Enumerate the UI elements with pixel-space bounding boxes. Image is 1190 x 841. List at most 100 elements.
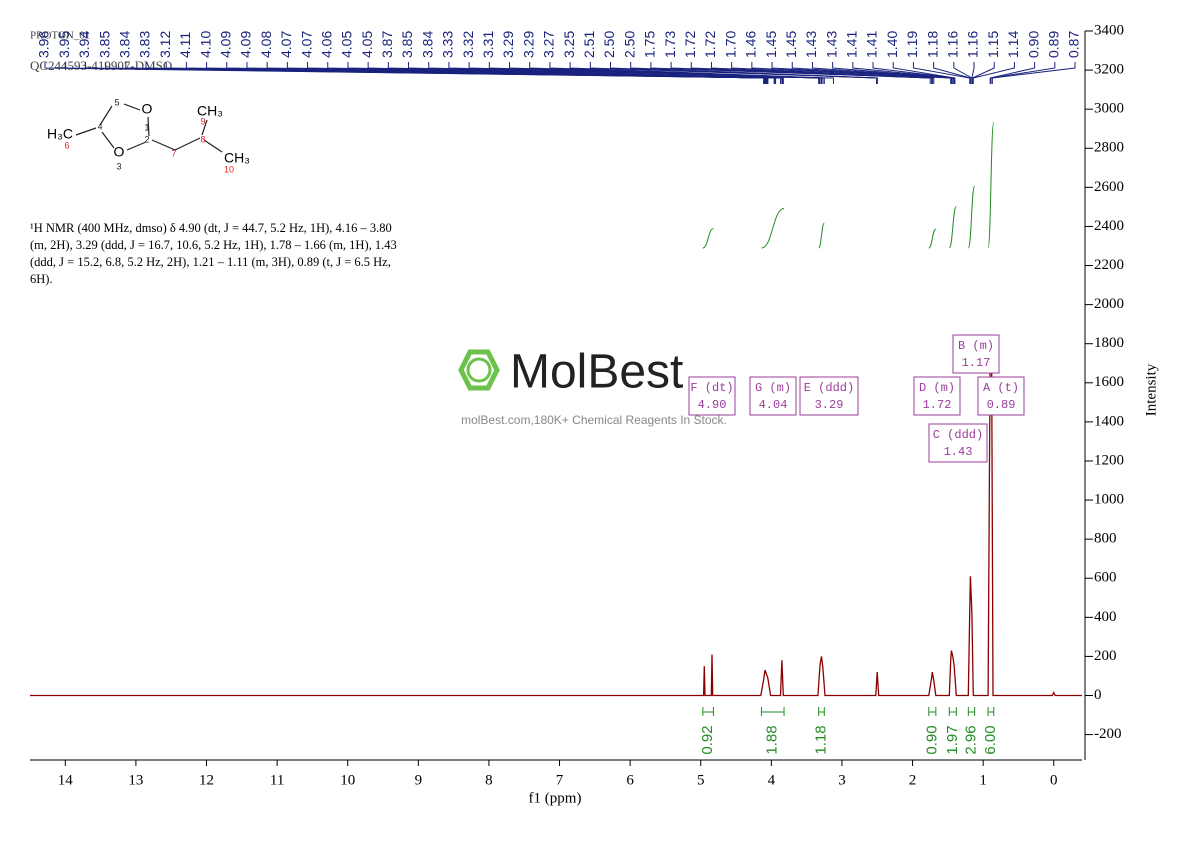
peak-label: 1.43: [823, 31, 839, 58]
peak-label: 4.09: [238, 31, 254, 58]
peak-label: 4.05: [359, 31, 375, 58]
atom-number: 1: [144, 122, 149, 132]
multiplet-shift: 1.72: [923, 398, 952, 412]
integral-curve: [818, 222, 825, 249]
peak-leader: [872, 62, 955, 84]
peak-leader: [989, 62, 1036, 84]
atom-number: 10: [224, 164, 234, 174]
y-tick-label: 0: [1094, 687, 1102, 703]
integral-bracket: [967, 707, 976, 716]
peak-label: 3.94: [76, 31, 92, 58]
integral-label: 6.00: [982, 725, 999, 754]
peak-label: 1.16: [965, 31, 981, 58]
integral-curve: [987, 121, 995, 249]
integral-label: 2.96: [962, 725, 979, 754]
y-tick-label: 1200: [1094, 452, 1124, 468]
peak-label: 1.73: [662, 31, 678, 58]
peak-leader: [832, 62, 954, 84]
peak-label: 4.07: [298, 31, 314, 58]
y-tick-label: 2000: [1094, 296, 1124, 312]
peak-label: 3.85: [96, 31, 112, 58]
integral-bracket: [987, 707, 995, 716]
peak-label: 4.11: [177, 32, 193, 58]
y-tick-label: 2800: [1094, 140, 1124, 156]
y-tick-label: 1800: [1094, 335, 1124, 351]
description-line: (ddd, J = 15.2, 6.8, 5.2 Hz, 2H), 1.21 –…: [30, 255, 391, 269]
peak-label: 4.06: [318, 31, 334, 58]
peak-label: 1.40: [884, 31, 900, 58]
peak-label: 3.84: [116, 31, 132, 58]
y-tick-label: 1600: [1094, 374, 1124, 390]
peak-leader: [710, 62, 933, 84]
multiplet-shift: 1.43: [944, 445, 973, 459]
watermark-tagline: molBest.com,180K+ Chemical Reagents In S…: [461, 413, 727, 427]
atom-number: 5: [114, 97, 119, 107]
atom-label: O: [114, 144, 125, 160]
multiplet-box: [952, 334, 1000, 374]
peak-label: 1.75: [642, 31, 658, 58]
y-tick-label: 3200: [1094, 62, 1124, 78]
atom-number: 9: [200, 116, 205, 126]
peak-label: 1.19: [904, 31, 920, 58]
multiplet-box: [977, 376, 1025, 416]
integral-label: 0.90: [923, 725, 940, 754]
multiplet-shift: 1.17: [962, 356, 991, 370]
x-tick-label: 5: [697, 772, 705, 788]
integral-bracket: [760, 707, 785, 716]
peak-label: 0.90: [1025, 31, 1041, 58]
multiplet-label: C (ddd): [933, 428, 983, 442]
atom-number: 7: [171, 148, 176, 158]
peak-leader: [569, 62, 825, 84]
peak-leader: [933, 62, 971, 84]
peak-label: 1.46: [743, 31, 759, 58]
peak-label: 1.45: [763, 31, 779, 58]
multiplet-label: B (m): [958, 339, 994, 353]
x-tick-label: 0: [1050, 772, 1058, 788]
integral-curve: [761, 208, 785, 249]
peak-leader: [971, 62, 975, 84]
atom-number: 4: [97, 121, 102, 131]
spectrum: [30, 343, 1082, 697]
integral-label: 1.18: [812, 725, 829, 754]
integral-bracket: [702, 707, 714, 716]
peak-leader: [630, 62, 878, 84]
peak-label: 1.15: [985, 31, 1001, 58]
multiplet-label: F (dt): [690, 381, 733, 395]
multiplet-shift: 3.29: [815, 398, 844, 412]
peak-label: 3.32: [460, 31, 476, 58]
peak-label: 1.72: [702, 31, 718, 58]
peak-leader: [990, 62, 1056, 84]
peak-label: 1.70: [722, 31, 738, 58]
x-tick-label: 3: [838, 772, 846, 788]
multiplet-box: [928, 423, 988, 463]
description-line: 6H).: [30, 272, 53, 286]
multiplet-label: D (m): [919, 381, 955, 395]
peak-label: 3.27: [541, 31, 557, 58]
multiplet-box: [688, 376, 736, 416]
peak-leader: [972, 62, 1015, 84]
multiplet-box: [749, 376, 797, 416]
peak-label: 0.87: [1066, 31, 1082, 58]
peak-label: 1.41: [844, 31, 860, 58]
y-tick-label: 600: [1094, 570, 1117, 586]
peak-label: 4.05: [339, 31, 355, 58]
peak-label: 1.16: [945, 31, 961, 58]
y-tick-label: 200: [1094, 648, 1117, 664]
integral-label: 1.88: [764, 725, 781, 754]
peak-label: 1.41: [864, 31, 880, 58]
multiplet-box: [799, 376, 859, 416]
multiplet-shift: 4.90: [698, 398, 727, 412]
x-tick-label: 6: [626, 772, 634, 788]
peak-label: 1.72: [682, 31, 698, 58]
x-tick-label: 12: [199, 772, 214, 788]
atom-label: O: [142, 101, 153, 117]
multiplet-label: G (m): [755, 381, 791, 395]
integral-label: 0.92: [699, 725, 716, 754]
peak-label: 2.51: [581, 31, 597, 58]
x-tick-label: 10: [340, 772, 355, 788]
y-tick-label: 1000: [1094, 491, 1124, 507]
description-line: (m, 2H), 3.29 (ddd, J = 16.7, 10.6, 5.2 …: [30, 238, 397, 252]
peak-leader: [892, 62, 956, 84]
peak-label: 3.29: [500, 31, 516, 58]
